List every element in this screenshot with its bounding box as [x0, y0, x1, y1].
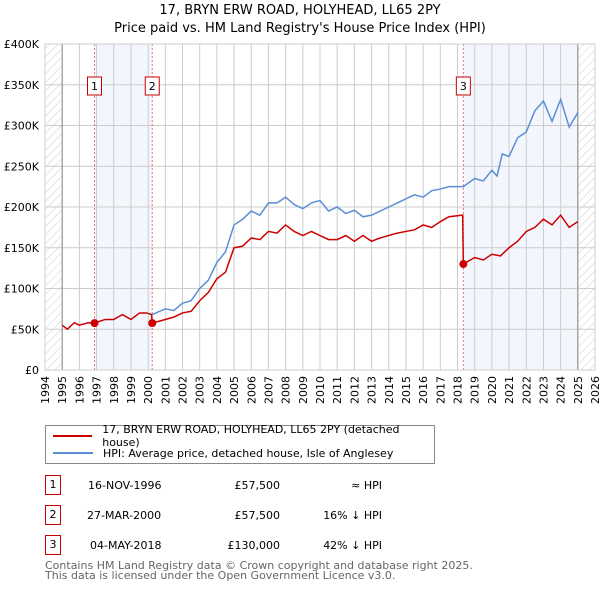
- sale-hpi: 16% ↓ HPI: [323, 509, 382, 522]
- x-tick-label: 2020: [486, 376, 499, 404]
- x-tick-label: 2023: [537, 376, 550, 404]
- y-tick-label: £200K: [4, 201, 40, 214]
- price-chart: 1994 1995 1996 1997 1998 1999 2000 2001 2002 2003…: [4, 38, 600, 404]
- x-tick-label: 2015: [400, 376, 413, 404]
- sale-price: £130,000: [227, 539, 281, 552]
- legend-swatch-blue: [53, 452, 93, 454]
- x-tick-label: 2018: [452, 376, 465, 404]
- y-tick-label: £250K: [4, 160, 40, 173]
- x-tick-label: 2021: [503, 376, 516, 404]
- property-series-line: [61, 213, 579, 331]
- x-tick-label: 2010: [314, 376, 327, 404]
- x-tick-label: 2002: [177, 376, 190, 404]
- sale-label-number: 2: [149, 80, 156, 93]
- x-tick-label: 1996: [73, 376, 86, 404]
- sale-label-number: 1: [91, 80, 98, 93]
- sale-badge: 2: [45, 505, 61, 525]
- sale-date: 27-MAR-2000: [87, 509, 162, 522]
- y-tick-label: £150K: [4, 242, 40, 255]
- x-tick-label: 2007: [262, 376, 275, 404]
- x-tick-label: 2001: [159, 376, 172, 404]
- chart-title: 17, BRYN ERW ROAD, HOLYHEAD, LL65 2PY: [159, 3, 441, 18]
- sale-label-box: [144, 76, 160, 96]
- x-tick-label: 1999: [125, 376, 138, 404]
- legend-swatch-red: [53, 435, 93, 437]
- x-tick-label: 2017: [434, 376, 447, 404]
- sale-point: [459, 260, 468, 269]
- sale-date: 04-MAY-2018: [90, 539, 162, 552]
- plot-border: [44, 43, 596, 371]
- sale-date: 16-NOV-1996: [88, 479, 162, 492]
- y-tick-label: £50K: [11, 323, 40, 336]
- sale-point: [90, 319, 99, 328]
- x-tick-label: 2003: [194, 376, 207, 404]
- hpi-series-line: [151, 97, 579, 316]
- legend-label: HPI: Average price, detached house, Isle…: [103, 446, 394, 460]
- x-tick-label: 1994: [39, 376, 52, 404]
- sale-label-box: [455, 76, 471, 96]
- sale-badge: 1: [45, 475, 61, 495]
- y-tick-label: £350K: [4, 79, 40, 92]
- x-tick-label: 2006: [245, 376, 258, 404]
- x-tick-label: 2025: [572, 376, 585, 404]
- sale-hpi: 42% ↓ HPI: [323, 539, 382, 552]
- x-tick-label: 2009: [297, 376, 310, 404]
- x-tick-label: 2019: [469, 376, 482, 404]
- sale-badge: 3: [45, 535, 61, 555]
- y-tick-label: £300K: [4, 120, 40, 133]
- x-tick-label: 2005: [228, 376, 241, 404]
- footer-copyright: Contains HM Land Registry data © Crown c…: [45, 559, 473, 572]
- legend-item-hpi: HPI: Average price, detached house, Isle…: [46, 445, 393, 461]
- x-tick-label: 2000: [142, 376, 155, 404]
- sale-label-number: 3: [460, 80, 467, 93]
- sale-hpi: ≈ HPI: [351, 479, 382, 492]
- footer: Contains HM Land Registry data © Crown c…: [45, 559, 473, 582]
- sale-row-2: 2 27-MAR-2000 £57,500 16% ↓ HPI: [45, 505, 465, 527]
- sale-label-box: [87, 76, 102, 96]
- x-tick-label: 2026: [589, 376, 600, 404]
- x-tick-label: 2016: [417, 376, 430, 404]
- sale-price: £57,500: [234, 509, 281, 522]
- y-tick-label: £400K: [4, 38, 40, 51]
- x-tick-label: 1995: [56, 376, 69, 404]
- x-tick-label: 1997: [91, 376, 104, 404]
- x-tick-label: 2024: [555, 376, 568, 404]
- legend: 17, BRYN ERW ROAD, HOLYHEAD, LL65 2PY (d…: [45, 423, 435, 464]
- x-tick-label: 2014: [383, 376, 396, 404]
- legend-item-property: 17, BRYN ERW ROAD, HOLYHEAD, LL65 2PY (d…: [46, 423, 434, 449]
- x-tick-label: 2022: [520, 376, 533, 404]
- y-tick-label: £0: [25, 364, 39, 377]
- y-tick-label: £100K: [4, 283, 40, 296]
- x-tick-label: 2011: [331, 376, 344, 404]
- legend-label: 17, BRYN ERW ROAD, HOLYHEAD, LL65 2PY (d…: [102, 423, 400, 449]
- x-tick-label: 2013: [366, 376, 379, 404]
- sale-price: £57,500: [234, 479, 281, 492]
- chart-subtitle: Price paid vs. HM Land Registry's House …: [114, 21, 486, 36]
- x-tick-label: 2012: [348, 376, 361, 404]
- x-tick-label: 1998: [108, 376, 121, 404]
- x-tick-label: 2008: [280, 376, 293, 404]
- sale-row-3: 3 04-MAY-2018 £130,000 42% ↓ HPI: [45, 535, 465, 557]
- sale-point: [148, 319, 157, 328]
- x-tick-label: 2004: [211, 376, 224, 404]
- footer-licence: This data is licensed under the Open Gov…: [45, 569, 396, 582]
- sale-row-1: 1 16-NOV-1996 £57,500 ≈ HPI: [45, 475, 465, 497]
